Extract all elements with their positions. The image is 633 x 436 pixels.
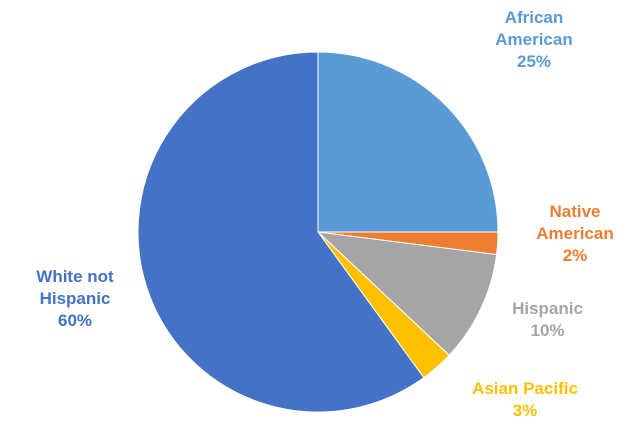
value-label: 10% <box>530 321 565 340</box>
category-label: Hispanic <box>512 299 583 318</box>
value-label: 25% <box>516 52 552 71</box>
slice-label: Hispanic 10% <box>490 298 605 342</box>
value-label: 60% <box>57 311 93 330</box>
slice-label: White not Hispanic 60% <box>10 266 140 332</box>
slice-label: Asian Pacific 3% <box>440 378 610 422</box>
pie-slice <box>137 51 425 413</box>
category-label: Native American <box>536 202 614 243</box>
pie-slice <box>317 51 499 233</box>
category-label: Asian Pacific <box>472 379 578 398</box>
slice-label: Native American 2% <box>520 201 630 267</box>
pie-slice <box>316 231 498 356</box>
category-label: White not Hispanic <box>36 267 114 308</box>
value-label: 3% <box>512 401 538 420</box>
value-label: 2% <box>562 246 588 265</box>
category-label: African American <box>495 8 573 49</box>
slice-label: African American 25% <box>474 7 594 73</box>
